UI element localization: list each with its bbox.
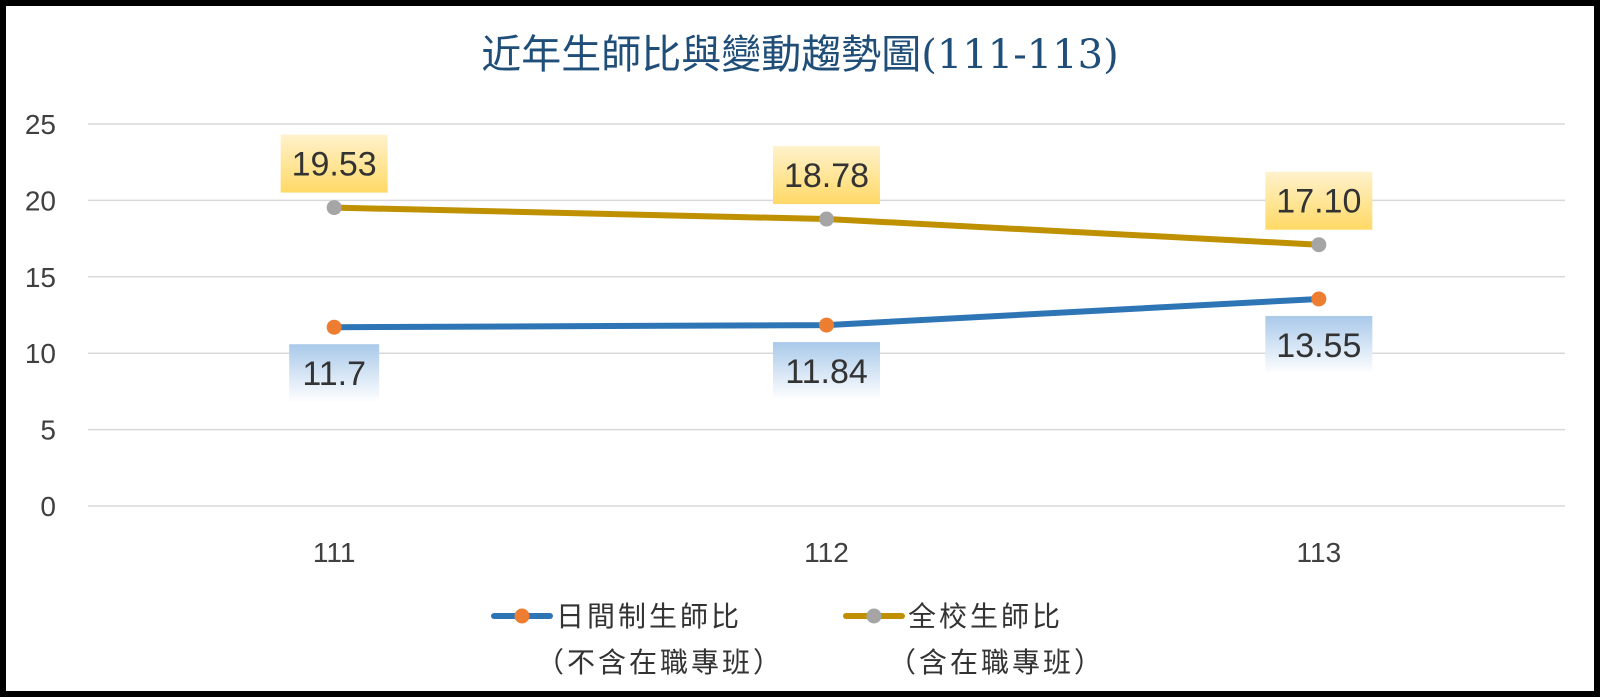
data-label: 11.7: [302, 355, 366, 393]
y-tick-label: 0: [40, 491, 56, 522]
x-tick-label: 112: [804, 537, 849, 568]
x-axis-ticks: 111 112 113: [313, 537, 1341, 568]
data-label: 17.10: [1276, 183, 1361, 221]
x-tick-label: 111: [313, 537, 356, 568]
legend-label: 全校生師比: [908, 600, 1063, 633]
data-label: 11.84: [785, 353, 868, 391]
series-school: 19.53 18.78 17.10: [280, 134, 1373, 253]
y-axis-ticks: 0 5 10 15 20 25: [25, 109, 56, 522]
x-tick-label: 113: [1297, 537, 1342, 568]
data-point: [819, 317, 834, 333]
legend-swatch-marker: [866, 608, 882, 624]
y-tick-label: 20: [25, 185, 56, 216]
data-point: [326, 319, 342, 335]
data-label-box: [280, 134, 388, 193]
legend-label: （含在職專班）: [888, 646, 1105, 679]
y-tick-label: 25: [25, 109, 56, 140]
series-group: 11.7 11.84 13.55 19.53 18.78 17.10: [280, 134, 1373, 403]
legend: 日間制生師比 （不含在職專班） 全校生師比 （含在職專班）: [491, 600, 1105, 679]
data-point: [819, 211, 834, 227]
data-point: [1311, 291, 1327, 307]
data-label-box: [773, 342, 880, 401]
y-tick-label: 5: [40, 415, 56, 446]
data-label: 18.78: [784, 157, 869, 195]
legend-label: （不含在職專班）: [536, 646, 784, 679]
data-label-box: [1265, 171, 1373, 230]
data-label-box: [289, 344, 380, 403]
data-label-box: [773, 146, 880, 205]
legend-label: 日間制生師比: [556, 600, 742, 633]
legend-item-day: 日間制生師比 （不含在職專班）: [491, 600, 784, 679]
data-point: [1311, 237, 1327, 253]
series-day: 11.7 11.84 13.55: [289, 291, 1373, 403]
y-tick-label: 15: [25, 262, 56, 293]
y-tick-label: 10: [25, 338, 56, 369]
legend-item-school: 全校生師比 （含在職專班）: [843, 600, 1105, 679]
legend-swatch-marker: [514, 608, 530, 624]
data-label: 19.53: [292, 146, 377, 184]
chart-title: 近年生師比與變動趨勢圖(111-113): [481, 32, 1118, 78]
data-point: [326, 200, 342, 216]
data-label-box: [1265, 315, 1373, 374]
data-label: 13.55: [1276, 327, 1361, 365]
